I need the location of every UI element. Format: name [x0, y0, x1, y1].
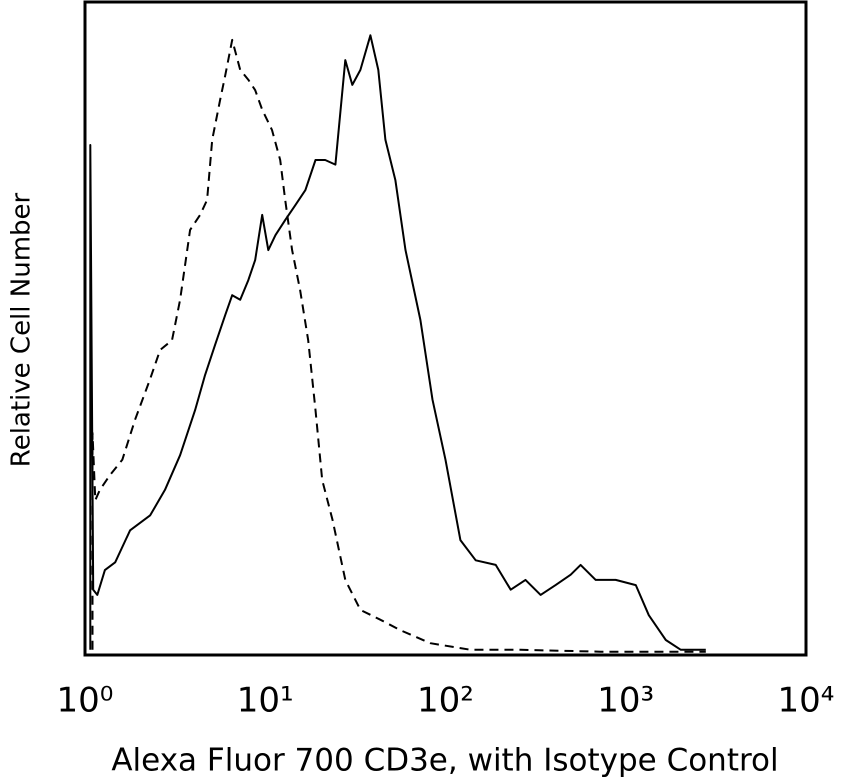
- x-axis-label: Alexa Fluor 700 CD3e, with Isotype Contr…: [111, 743, 778, 779]
- x-tick-label: 10³: [597, 681, 654, 721]
- x-tick-label: 10⁰: [57, 681, 114, 721]
- x-tick-label: 10¹: [237, 681, 294, 721]
- histogram-line: [89, 34, 706, 651]
- x-tick-label: 10⁴: [778, 681, 835, 721]
- plot-frame: [83, 0, 808, 657]
- y-axis-label: Relative Cell Number: [7, 192, 37, 467]
- x-tick-label: 10²: [417, 681, 474, 721]
- histogram-line: [91, 38, 706, 653]
